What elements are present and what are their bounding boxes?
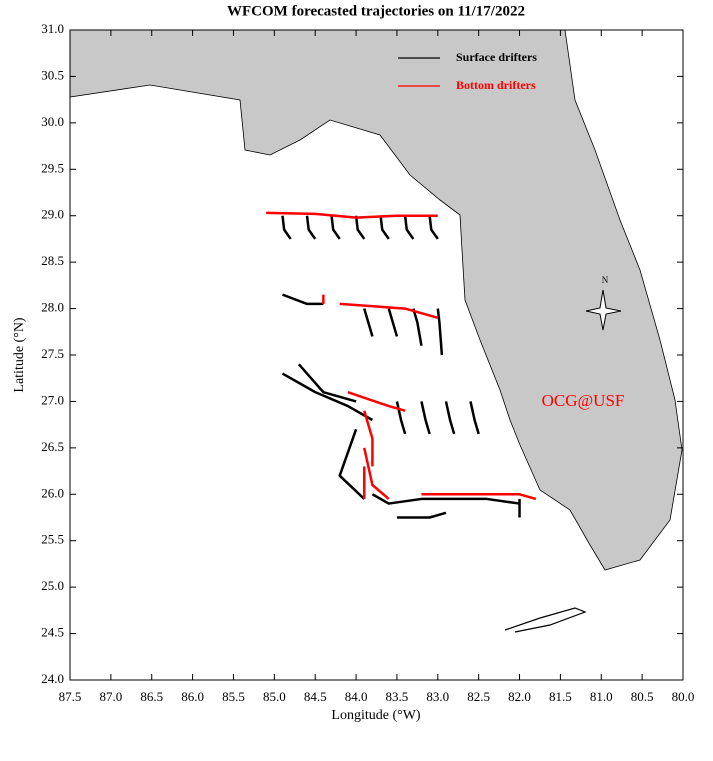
x-tick-label: 81.5 xyxy=(549,689,572,704)
compass-label: N xyxy=(602,275,609,285)
y-tick-label: 24.0 xyxy=(41,671,64,686)
x-tick-label: 85.0 xyxy=(263,689,286,704)
x-tick-label: 85.5 xyxy=(222,689,245,704)
y-tick-label: 26.0 xyxy=(41,485,64,500)
x-tick-label: 80.0 xyxy=(672,689,695,704)
trajectory xyxy=(421,493,537,501)
x-tick-label: 82.5 xyxy=(467,689,490,704)
y-tick-label: 27.5 xyxy=(41,346,64,361)
y-tick-label: 27.0 xyxy=(41,392,64,407)
x-tick-label: 84.0 xyxy=(345,689,368,704)
trajectory xyxy=(347,390,406,412)
land xyxy=(69,29,683,571)
keys xyxy=(504,607,587,633)
x-tick-label: 82.0 xyxy=(508,689,531,704)
x-tick-label: 87.0 xyxy=(99,689,122,704)
trajectory xyxy=(412,308,423,346)
compass xyxy=(585,289,622,331)
x-tick-label: 87.5 xyxy=(59,689,82,704)
y-tick-label: 28.0 xyxy=(41,300,64,315)
trajectory xyxy=(428,215,439,240)
trajectory xyxy=(305,215,317,240)
trajectory xyxy=(282,293,324,306)
y-label: Latitude (°N) xyxy=(12,317,27,393)
x-tick-label: 86.5 xyxy=(140,689,163,704)
y-tick-label: 24.5 xyxy=(41,625,64,640)
trajectory xyxy=(387,308,399,337)
y-tick-label: 26.5 xyxy=(41,439,64,454)
trajectory xyxy=(338,428,366,500)
trajectory xyxy=(330,215,341,240)
x-tick-label: 83.5 xyxy=(386,689,409,704)
y-tick-label: 31.0 xyxy=(41,21,64,36)
x-tick-label: 81.0 xyxy=(590,689,613,704)
trajectory xyxy=(371,493,520,505)
trajectory xyxy=(281,372,374,422)
x-tick-label: 83.0 xyxy=(426,689,449,704)
trajectory xyxy=(354,215,366,240)
trajectory xyxy=(444,401,456,435)
y-tick-label: 30.5 xyxy=(41,67,64,82)
trajectory xyxy=(363,308,374,337)
x-label: Longitude (°W) xyxy=(331,708,421,723)
legend: Surface drifters Bottom drifters xyxy=(398,50,537,92)
trajectory xyxy=(297,363,357,403)
trajectory xyxy=(403,215,415,240)
y-tick-label: 29.5 xyxy=(41,160,64,175)
trajectory xyxy=(363,447,390,500)
x-tick-label: 84.5 xyxy=(304,689,327,704)
x-tick-label: 86.0 xyxy=(181,689,204,704)
trajectory xyxy=(281,215,292,240)
trajectory xyxy=(396,511,447,519)
y-tick-label: 25.5 xyxy=(41,532,64,547)
y-tick-label: 28.5 xyxy=(41,253,64,268)
annotation: OCG@USF xyxy=(542,391,625,410)
x-tick-label: 80.5 xyxy=(631,689,654,704)
y-tick-label: 29.0 xyxy=(41,207,64,222)
y-tick-label: 30.0 xyxy=(41,114,64,129)
trajectory xyxy=(420,401,431,435)
trajectory xyxy=(363,410,374,467)
trajectory xyxy=(436,308,444,356)
trajectory xyxy=(379,215,390,240)
trajectory xyxy=(339,302,439,320)
legend-label: Bottom drifters xyxy=(456,78,536,92)
legend-label: Surface drifters xyxy=(456,50,537,64)
y-tick-label: 25.0 xyxy=(41,578,64,593)
trajectory xyxy=(469,401,480,435)
trajectory xyxy=(266,211,438,219)
title: WFCOM forecasted trajectories on 11/17/2… xyxy=(227,3,525,19)
